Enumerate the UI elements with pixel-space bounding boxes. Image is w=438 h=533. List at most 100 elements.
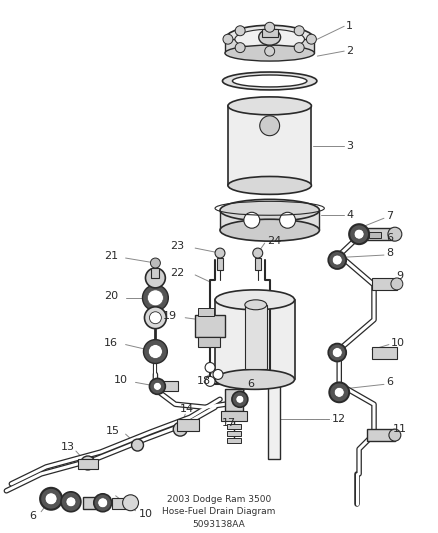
Text: 10: 10 xyxy=(391,337,405,348)
Circle shape xyxy=(332,348,342,358)
Ellipse shape xyxy=(225,45,314,61)
Ellipse shape xyxy=(235,29,304,49)
Circle shape xyxy=(354,229,364,239)
Circle shape xyxy=(148,290,163,306)
Circle shape xyxy=(94,494,112,512)
Circle shape xyxy=(142,285,168,311)
Circle shape xyxy=(149,378,165,394)
Circle shape xyxy=(253,248,263,258)
Ellipse shape xyxy=(215,290,294,310)
Circle shape xyxy=(265,22,275,32)
Circle shape xyxy=(144,340,167,364)
Ellipse shape xyxy=(220,219,319,241)
Circle shape xyxy=(213,369,223,379)
Bar xyxy=(177,419,199,431)
Text: 20: 20 xyxy=(104,291,118,301)
Circle shape xyxy=(40,488,62,510)
Bar xyxy=(112,498,130,508)
Circle shape xyxy=(145,307,166,329)
Bar xyxy=(255,258,261,270)
Circle shape xyxy=(232,391,248,407)
Circle shape xyxy=(279,212,296,228)
Bar xyxy=(225,389,243,411)
Ellipse shape xyxy=(223,72,317,90)
Circle shape xyxy=(145,268,165,288)
Text: 18: 18 xyxy=(197,376,211,386)
Text: 11: 11 xyxy=(393,424,407,434)
Bar xyxy=(160,382,178,391)
Circle shape xyxy=(205,376,215,386)
Bar xyxy=(372,346,397,359)
Circle shape xyxy=(173,422,187,436)
Bar xyxy=(83,497,103,508)
Bar xyxy=(78,459,98,469)
Bar xyxy=(152,268,159,278)
Ellipse shape xyxy=(228,176,311,195)
Text: 16: 16 xyxy=(104,337,118,348)
Circle shape xyxy=(148,345,162,359)
Bar xyxy=(369,232,381,238)
Text: 10: 10 xyxy=(138,508,152,519)
Bar xyxy=(245,305,267,369)
Text: 14: 14 xyxy=(180,404,194,414)
Ellipse shape xyxy=(225,25,314,53)
Text: 24: 24 xyxy=(267,236,281,246)
Ellipse shape xyxy=(228,97,311,115)
Bar xyxy=(227,431,241,436)
Text: 19: 19 xyxy=(162,311,177,321)
Text: 6: 6 xyxy=(247,379,254,390)
Text: 12: 12 xyxy=(332,414,346,424)
Text: 3: 3 xyxy=(346,141,353,151)
Circle shape xyxy=(150,258,160,268)
Circle shape xyxy=(205,362,215,373)
Bar xyxy=(220,211,319,230)
Circle shape xyxy=(332,255,342,265)
Ellipse shape xyxy=(215,369,294,389)
Text: 22: 22 xyxy=(170,268,184,278)
Bar xyxy=(195,315,225,337)
Circle shape xyxy=(265,46,275,56)
Bar xyxy=(227,424,241,429)
Text: 9: 9 xyxy=(396,271,403,281)
Bar xyxy=(367,429,395,441)
Bar xyxy=(367,228,395,240)
Circle shape xyxy=(81,456,95,470)
Text: 6: 6 xyxy=(386,233,393,243)
Bar xyxy=(228,106,311,185)
Circle shape xyxy=(328,344,346,361)
Ellipse shape xyxy=(233,75,307,87)
Bar xyxy=(268,379,279,459)
Circle shape xyxy=(388,227,402,241)
Circle shape xyxy=(307,34,316,44)
Circle shape xyxy=(260,116,279,136)
Text: 2003 Dodge Ram 3500
Hose-Fuel Drain Diagram
5093138AA: 2003 Dodge Ram 3500 Hose-Fuel Drain Diag… xyxy=(162,495,276,529)
Circle shape xyxy=(123,495,138,511)
Circle shape xyxy=(45,493,57,505)
Circle shape xyxy=(98,498,108,508)
Circle shape xyxy=(236,395,244,403)
Bar xyxy=(215,300,294,379)
Text: 4: 4 xyxy=(346,210,353,220)
Text: 17: 17 xyxy=(222,418,236,428)
Circle shape xyxy=(329,382,349,402)
Circle shape xyxy=(328,251,346,269)
Text: 15: 15 xyxy=(106,426,120,436)
Bar xyxy=(225,39,314,53)
Circle shape xyxy=(235,26,245,36)
Text: 7: 7 xyxy=(386,211,393,221)
Circle shape xyxy=(61,492,81,512)
Text: 2: 2 xyxy=(346,46,353,56)
Circle shape xyxy=(294,43,304,53)
Text: 23: 23 xyxy=(170,241,184,251)
Circle shape xyxy=(149,312,161,324)
Circle shape xyxy=(215,248,225,258)
Text: 8: 8 xyxy=(386,248,393,258)
Circle shape xyxy=(294,26,304,36)
Text: 6: 6 xyxy=(29,511,36,521)
Text: 6: 6 xyxy=(386,377,393,387)
Circle shape xyxy=(334,387,344,397)
Bar xyxy=(221,411,247,421)
Ellipse shape xyxy=(220,199,319,221)
Bar xyxy=(262,29,278,37)
Ellipse shape xyxy=(259,29,281,45)
